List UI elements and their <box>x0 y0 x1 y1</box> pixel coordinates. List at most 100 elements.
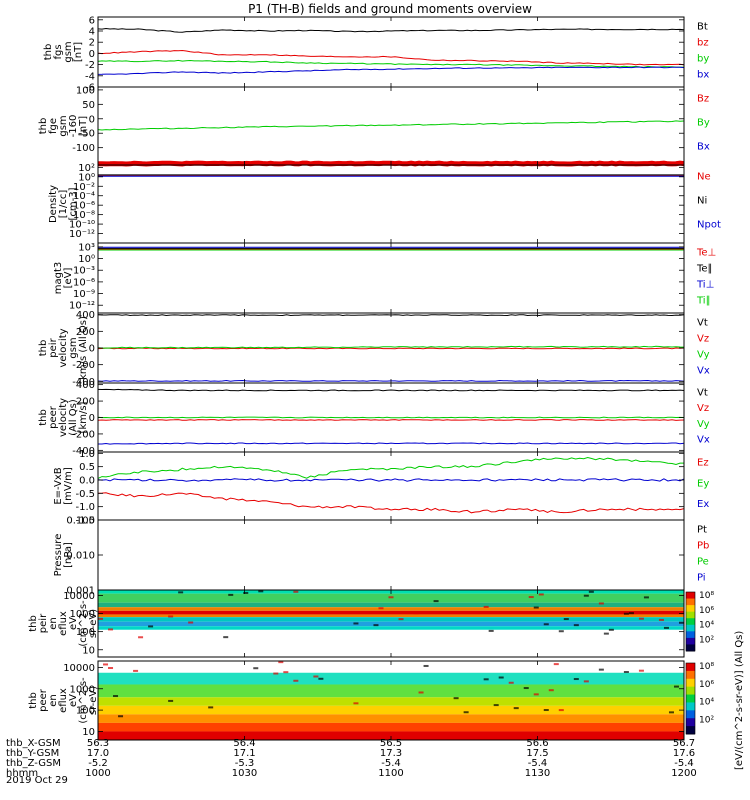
heatmap-band <box>98 617 684 622</box>
heatmap-speckle <box>138 636 144 639</box>
y-tick-label: 10000 <box>63 591 95 602</box>
x-axis-annotation: thb_X-GSM 56.3 56.4 56.5 56.6 56.7 thb_Y-GSM 17… <box>6 738 697 779</box>
y-axis-label-line: gsm <box>68 337 79 358</box>
legend-Vt: Vt <box>697 317 708 328</box>
colorbar-tick-label: 10⁶ <box>699 680 714 690</box>
legend-Ex: Ex <box>697 499 709 510</box>
y-axis-label-line: thb <box>43 44 54 61</box>
x-axis-value: 17.1 <box>233 748 255 759</box>
x-axis-row-label: hhmm <box>6 768 38 779</box>
panel-peer_spec: 10⁸ 10⁶ 10⁴ 10² 10000 1000 100 10 thbpeereneflux… <box>28 660 714 741</box>
series-line-By <box>97 120 685 131</box>
legend-Bt: Bt <box>697 21 708 32</box>
heatmap-speckle <box>113 695 119 698</box>
heatmap-speckle <box>668 711 674 714</box>
colorbar-tick-label: 10⁴ <box>699 621 714 631</box>
legend-Bx: Bx <box>697 142 710 153</box>
y-axis-label: Density[1/cc][cm-3] <box>48 185 79 223</box>
panels-group: Btbzbybx6420-2-4-6thbfgsgsm[nT]BzByBx100… <box>28 15 721 741</box>
legend-Vy: Vy <box>697 349 710 360</box>
y-tick-label: -0.5 <box>75 489 95 500</box>
x-axis-row-label: thb_X-GSM <box>6 738 61 749</box>
heatmap-speckle <box>678 621 684 624</box>
series-line-bx <box>97 66 685 75</box>
colorbar-segment <box>686 611 695 619</box>
y-tick-label: 0 <box>89 49 95 60</box>
heatmap-speckle <box>623 612 629 615</box>
y-tick-label: 10⁻⁸ <box>73 210 95 221</box>
y-tick-label: 1000 <box>70 609 95 620</box>
legend-Vz: Vz <box>697 333 709 344</box>
heatmap-speckle <box>558 630 564 633</box>
legend-Pt: Pt <box>697 524 707 535</box>
heatmap-speckle <box>208 706 214 709</box>
y-tick-label: 10⁻³ <box>73 266 95 277</box>
x-axis-value: 1100 <box>378 768 403 779</box>
heatmap-speckle <box>388 596 394 599</box>
y-axis-label-line: thb <box>28 615 39 632</box>
x-axis-value: 56.3 <box>87 738 109 749</box>
y-axis-label-line: Pressure <box>53 534 64 577</box>
heatmap-speckle <box>533 606 539 609</box>
y-tick-label: 10⁻⁹ <box>73 289 95 300</box>
colorbar-unit-label: [eV/(cm^2-s-sr-eV)] (All Qs) <box>734 631 745 770</box>
y-tick-label: 0.001 <box>66 586 95 597</box>
x-axis-value: 56.6 <box>526 738 548 749</box>
y-tick-label: 0.5 <box>79 462 95 473</box>
heatmap-speckle <box>413 612 419 615</box>
y-axis-label: thbpeirvelocitygsmkm/s (All Qs) <box>38 316 89 380</box>
y-axis-label-line: E=-VxB <box>53 467 64 504</box>
heatmap-band <box>98 714 684 723</box>
heatmap-speckle <box>548 689 554 692</box>
heatmap-speckle <box>663 626 669 629</box>
panel-peir_vel: VtVzVyVx4002000-200-400thbpeirvelocitygs… <box>38 310 710 388</box>
heatmap-speckle <box>243 591 249 594</box>
heatmap-speckle <box>293 679 299 682</box>
series-line-bz <box>97 49 685 66</box>
heatmap-speckle <box>168 699 174 702</box>
heatmap-speckle <box>483 678 489 681</box>
heatmap-speckle <box>258 590 264 593</box>
legend-By: By <box>697 118 710 129</box>
heatmap-speckle <box>573 678 579 681</box>
y-axis-label-line: [nPa] <box>63 542 74 568</box>
colorbar-segment <box>686 618 695 626</box>
heatmap-band <box>98 629 684 657</box>
colorbar-frame <box>685 662 696 735</box>
heatmap-speckle <box>423 664 429 667</box>
heatmap-speckle <box>523 687 529 690</box>
legend-Npot: Npot <box>697 220 721 231</box>
heatmap-speckle <box>528 596 534 599</box>
heatmap-speckle <box>583 680 589 683</box>
heatmap-speckle <box>178 591 184 594</box>
colorbar-segment <box>686 726 695 735</box>
colorbar-tick-label: 10² <box>699 715 714 725</box>
figure-title: P1 (TH-B) fields and ground moments over… <box>248 2 532 16</box>
series-line-Vy <box>97 345 685 349</box>
y-axis-label-line: peer <box>38 688 49 712</box>
legend-Te⊥: Te⊥ <box>696 247 716 258</box>
x-axis-value: 1200 <box>671 768 696 779</box>
y-tick-label: 10⁻¹² <box>69 229 95 240</box>
x-axis-value: 17.0 <box>87 748 109 759</box>
y-axis-label-line: peir <box>38 613 49 633</box>
heatmap-speckle <box>488 629 494 632</box>
y-tick-label: -100 <box>72 143 95 154</box>
y-axis-label-line: [mV/m] <box>63 467 74 505</box>
heatmap-speckle <box>348 611 354 614</box>
y-tick-label: 0.100 <box>66 516 95 527</box>
x-axis-value: -5.4 <box>381 758 401 769</box>
y-axis-label-line: fgs <box>53 44 64 59</box>
y-axis-label-line: eflux <box>58 611 69 636</box>
y-axis-label-line: peir <box>48 337 59 357</box>
colorbar-segment <box>686 605 695 613</box>
y-tick-label: 10⁻² <box>73 182 95 193</box>
heatmap-speckle <box>483 605 489 608</box>
y-tick-label: 0.0 <box>79 476 95 487</box>
y-tick-label: 200 <box>76 397 95 408</box>
x-axis-value: -5.3 <box>235 758 255 769</box>
